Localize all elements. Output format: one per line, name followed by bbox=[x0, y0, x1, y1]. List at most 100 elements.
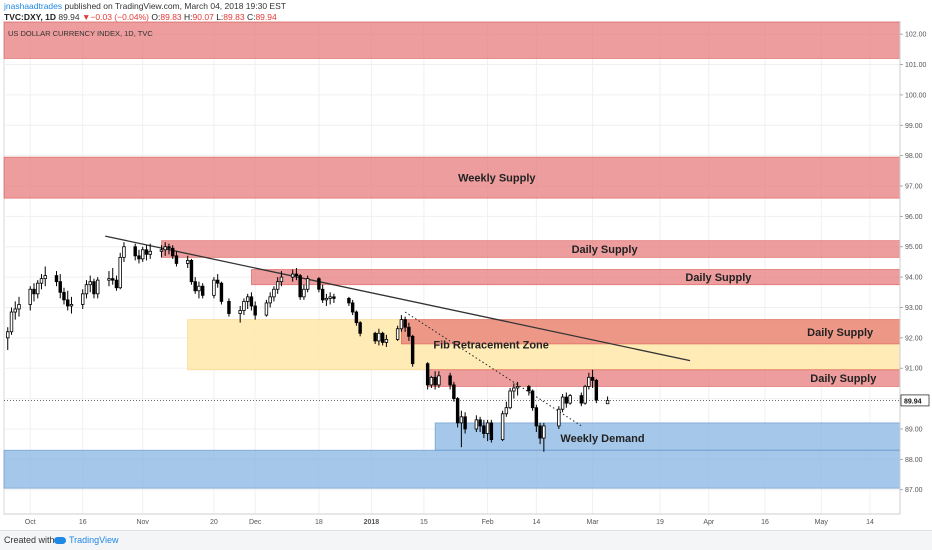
zone-supply bbox=[161, 240, 901, 258]
candle-down bbox=[167, 246, 171, 249]
candle-up bbox=[605, 400, 610, 405]
candle-up bbox=[583, 386, 587, 404]
zone-supply bbox=[3, 21, 901, 59]
time-tick-label: Dec bbox=[249, 519, 262, 526]
price-tick-label: 87.00 bbox=[905, 487, 923, 494]
candle-up bbox=[587, 376, 591, 387]
candle-down bbox=[527, 386, 531, 392]
zone-label-supply: Daily Supply bbox=[807, 327, 874, 339]
zone-label-supply: Weekly Supply bbox=[458, 173, 536, 185]
candle-up bbox=[568, 395, 572, 404]
price-tick-label: 93.00 bbox=[905, 305, 923, 312]
author-link[interactable]: jnashaadtrades bbox=[4, 1, 63, 11]
candle-down bbox=[174, 255, 179, 264]
candle-up bbox=[39, 278, 44, 284]
close-value: 89.94 bbox=[255, 12, 277, 22]
candle-up bbox=[305, 278, 310, 290]
zone-demand bbox=[434, 422, 901, 451]
trend-line bbox=[105, 235, 691, 362]
candle-down bbox=[433, 376, 437, 386]
candle-up bbox=[17, 304, 21, 310]
candle-down bbox=[579, 395, 584, 404]
price-tick-label: 100.00 bbox=[905, 92, 927, 99]
candle-down bbox=[347, 297, 351, 304]
high-value: 90.07 bbox=[192, 12, 214, 22]
quote-line: TVC:DXY, 1D 89.94 ▼−0.03 (−0.04%) O:89.8… bbox=[4, 12, 277, 22]
candle-up bbox=[504, 407, 509, 415]
candle-down bbox=[350, 302, 355, 313]
time-tick-label: 20 bbox=[210, 519, 218, 526]
candle-down bbox=[193, 281, 197, 292]
down-arrow-icon: ▼ bbox=[82, 12, 91, 22]
time-tick-label: Nov bbox=[136, 519, 149, 526]
candle-up bbox=[474, 419, 479, 430]
candle-down bbox=[215, 279, 220, 284]
candle-up bbox=[96, 279, 100, 295]
candle-down bbox=[594, 379, 599, 401]
candle-down bbox=[114, 279, 119, 289]
candle-down bbox=[317, 278, 321, 290]
candle-down bbox=[482, 425, 486, 434]
close-label: C: bbox=[246, 12, 256, 22]
candle-down bbox=[354, 311, 359, 324]
candle-down bbox=[92, 281, 96, 295]
candle-down bbox=[358, 322, 362, 334]
candle-down bbox=[564, 396, 569, 404]
zone-demand bbox=[3, 449, 901, 489]
tradingview-logo[interactable]: TradingView bbox=[54, 535, 119, 545]
time-tick-label: 16 bbox=[79, 519, 87, 526]
candle-up bbox=[377, 332, 381, 342]
price-chart[interactable]: Weekly Supply Daily Supply Daily Supply Fib… bbox=[0, 0, 932, 530]
candle-up bbox=[429, 376, 434, 386]
candle-down bbox=[463, 416, 467, 430]
candle-down bbox=[489, 422, 494, 440]
chart-title: US DOLLAR CURRENCY INDEX, 1D, TVC bbox=[8, 29, 153, 38]
time-tick-label: 14 bbox=[532, 519, 540, 526]
price-tick-label: 102.00 bbox=[905, 32, 927, 39]
candle-up bbox=[36, 282, 40, 295]
time-tick-label: 16 bbox=[761, 519, 769, 526]
dotted-trend-line bbox=[404, 311, 582, 427]
candle-up bbox=[107, 278, 111, 281]
candle-down bbox=[294, 273, 299, 276]
price-tick-label: 89.00 bbox=[905, 426, 923, 433]
candle-up bbox=[302, 288, 306, 298]
candle-down bbox=[590, 376, 595, 381]
candle-down bbox=[227, 301, 231, 314]
symbol-label: TVC:DXY, 1D bbox=[4, 12, 56, 22]
price-tick-label: 99.00 bbox=[905, 123, 923, 130]
candle-up bbox=[290, 273, 295, 278]
last-price: 89.94 bbox=[58, 12, 80, 22]
candle-up bbox=[9, 311, 14, 333]
candle-down bbox=[455, 398, 460, 424]
candle-down bbox=[54, 275, 59, 283]
time-tick-label: 2018 bbox=[364, 519, 380, 526]
time-tick-label: 18 bbox=[315, 519, 323, 526]
candle-up bbox=[148, 250, 152, 255]
candle-down bbox=[320, 288, 325, 301]
price-tick-label: 101.00 bbox=[905, 62, 927, 69]
low-label: L: bbox=[216, 12, 224, 22]
candle-up bbox=[485, 422, 490, 434]
candle-up bbox=[515, 386, 520, 389]
low-value: 89.83 bbox=[223, 12, 245, 22]
zone-supply bbox=[251, 269, 901, 286]
candle-up bbox=[238, 310, 242, 314]
candle-up bbox=[159, 249, 164, 252]
price-tick-label: 98.00 bbox=[905, 153, 923, 160]
price-tick-label: 96.00 bbox=[905, 214, 923, 221]
candle-up bbox=[185, 260, 190, 264]
last-price-tag bbox=[900, 394, 930, 407]
candle-down bbox=[478, 419, 482, 427]
candle-up bbox=[399, 319, 404, 330]
candle-up bbox=[122, 246, 126, 258]
candle-up bbox=[118, 256, 122, 289]
candle-down bbox=[58, 281, 62, 293]
candle-up bbox=[512, 387, 516, 392]
tradingview-cloud-icon bbox=[54, 537, 66, 544]
zone-label-demand: Weekly Demand bbox=[560, 433, 644, 445]
candle-up bbox=[88, 281, 92, 286]
candle-up bbox=[268, 296, 272, 304]
candle-up bbox=[163, 246, 167, 251]
candle-up bbox=[328, 296, 332, 299]
